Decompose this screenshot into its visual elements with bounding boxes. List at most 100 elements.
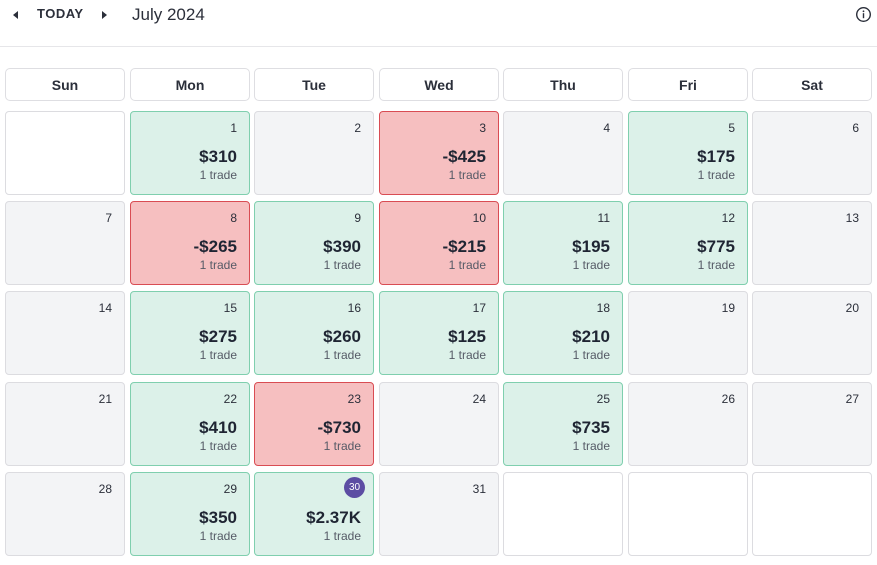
day-cell-29[interactable]: 29 $350 1 trade — [130, 472, 250, 556]
info-icon[interactable] — [855, 6, 872, 23]
trade-count: 1 trade — [199, 439, 237, 453]
day-number: 11 — [597, 211, 610, 225]
day-cell-3[interactable]: 3 -$425 1 trade — [379, 111, 499, 195]
weekday-header-tue: Tue — [254, 68, 374, 101]
today-badge: 30 — [344, 477, 365, 498]
day-number: 26 — [721, 392, 735, 406]
trade-count: 1 trade — [572, 258, 610, 272]
day-number: 10 — [472, 211, 486, 225]
daily-pnl: $410 — [199, 418, 237, 437]
empty-day-cell — [503, 472, 623, 556]
day-cell-20[interactable]: 20 — [752, 291, 872, 375]
day-cell-4[interactable]: 4 — [503, 111, 623, 195]
day-cell-17[interactable]: 17 $125 1 trade — [379, 291, 499, 375]
day-cell-9[interactable]: 9 $390 1 trade — [254, 201, 374, 285]
day-number: 25 — [596, 392, 610, 406]
day-number: 17 — [472, 301, 486, 315]
trade-count: 1 trade — [323, 348, 361, 362]
day-cell-10[interactable]: 10 -$215 1 trade — [379, 201, 499, 285]
trade-count: 1 trade — [323, 439, 361, 453]
caret-right-icon[interactable] — [96, 7, 112, 23]
day-number: 1 — [230, 121, 237, 135]
day-cell-27[interactable]: 27 — [752, 382, 872, 466]
day-cell-18[interactable]: 18 $210 1 trade — [503, 291, 623, 375]
weekday-header-fri: Fri — [628, 68, 748, 101]
trade-count: 1 trade — [199, 258, 237, 272]
day-number: 4 — [603, 121, 610, 135]
daily-pnl: $775 — [697, 237, 735, 256]
day-number: 22 — [223, 392, 237, 406]
daily-pnl: $735 — [572, 418, 610, 437]
trade-count: 1 trade — [448, 258, 486, 272]
day-cell-12[interactable]: 12 $775 1 trade — [628, 201, 748, 285]
day-cell-21[interactable]: 21 — [5, 382, 125, 466]
day-number: 18 — [596, 301, 610, 315]
daily-pnl: $125 — [448, 327, 486, 346]
day-number: 9 — [354, 211, 361, 225]
day-cell-8[interactable]: 8 -$265 1 trade — [130, 201, 250, 285]
day-cell-23[interactable]: 23 -$730 1 trade — [254, 382, 374, 466]
day-cell-15[interactable]: 15 $275 1 trade — [130, 291, 250, 375]
daily-pnl: $350 — [199, 508, 237, 527]
day-cell-22[interactable]: 22 $410 1 trade — [130, 382, 250, 466]
day-cell-13[interactable]: 13 — [752, 201, 872, 285]
daily-pnl: $275 — [199, 327, 237, 346]
caret-left-icon[interactable] — [8, 7, 24, 23]
day-cell-11[interactable]: 11 $195 1 trade — [503, 201, 623, 285]
weekday-header-wed: Wed — [379, 68, 499, 101]
trade-count: 1 trade — [323, 529, 361, 543]
day-number: 29 — [223, 482, 237, 496]
daily-pnl: $2.37K — [306, 508, 361, 527]
day-cell-31[interactable]: 31 — [379, 472, 499, 556]
day-cell-1[interactable]: 1 $310 1 trade — [130, 111, 250, 195]
trade-count: 1 trade — [199, 348, 237, 362]
daily-pnl: $175 — [697, 147, 735, 166]
daily-pnl: $310 — [199, 147, 237, 166]
day-cell-30[interactable]: 30 $2.37K 1 trade — [254, 472, 374, 556]
trade-count: 1 trade — [199, 529, 237, 543]
day-number: 6 — [852, 121, 859, 135]
day-cell-24[interactable]: 24 — [379, 382, 499, 466]
empty-day-cell — [5, 111, 125, 195]
daily-pnl: -$215 — [442, 237, 486, 256]
day-number: 7 — [105, 211, 112, 225]
day-number: 27 — [845, 392, 859, 406]
day-number: 21 — [98, 392, 112, 406]
trade-count: 1 trade — [697, 258, 735, 272]
day-number: 16 — [347, 301, 361, 315]
day-number: 15 — [223, 301, 237, 315]
day-number: 24 — [472, 392, 486, 406]
trade-count: 1 trade — [572, 439, 610, 453]
day-number: 13 — [845, 211, 859, 225]
day-cell-28[interactable]: 28 — [5, 472, 125, 556]
daily-pnl: $260 — [323, 327, 361, 346]
weekday-header-sun: Sun — [5, 68, 125, 101]
day-number: 23 — [347, 392, 361, 406]
day-number: 2 — [354, 121, 361, 135]
day-cell-5[interactable]: 5 $175 1 trade — [628, 111, 748, 195]
daily-pnl: -$730 — [317, 418, 361, 437]
daily-pnl: -$265 — [193, 237, 237, 256]
trade-count: 1 trade — [572, 348, 610, 362]
empty-day-cell — [628, 472, 748, 556]
day-number: 14 — [98, 301, 112, 315]
weekday-header-sat: Sat — [752, 68, 872, 101]
day-cell-19[interactable]: 19 — [628, 291, 748, 375]
day-cell-7[interactable]: 7 — [5, 201, 125, 285]
day-number: 31 — [472, 482, 486, 496]
day-number: 3 — [479, 121, 486, 135]
calendar-toolbar: TODAY July 2024 — [0, 0, 877, 47]
day-cell-6[interactable]: 6 — [752, 111, 872, 195]
day-cell-14[interactable]: 14 — [5, 291, 125, 375]
day-cell-25[interactable]: 25 $735 1 trade — [503, 382, 623, 466]
trade-count: 1 trade — [323, 258, 361, 272]
day-number: 5 — [728, 121, 735, 135]
daily-pnl: $210 — [572, 327, 610, 346]
day-cell-26[interactable]: 26 — [628, 382, 748, 466]
day-cell-2[interactable]: 2 — [254, 111, 374, 195]
trade-count: 1 trade — [448, 168, 486, 182]
daily-pnl: -$425 — [442, 147, 486, 166]
day-cell-16[interactable]: 16 $260 1 trade — [254, 291, 374, 375]
day-number: 28 — [98, 482, 112, 496]
today-button[interactable]: TODAY — [37, 6, 84, 21]
